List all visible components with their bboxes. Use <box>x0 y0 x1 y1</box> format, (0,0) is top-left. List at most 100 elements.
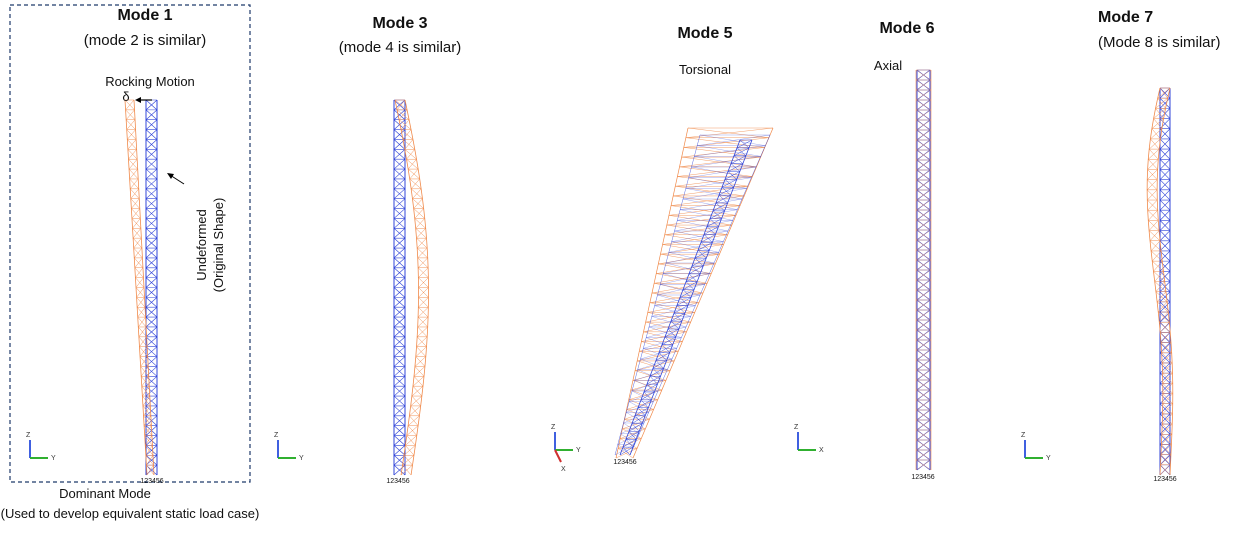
brace <box>146 238 157 248</box>
brace <box>394 258 405 268</box>
brace <box>916 390 931 400</box>
brace <box>916 320 931 330</box>
brace <box>394 199 405 209</box>
brace <box>682 147 765 157</box>
brace <box>394 248 405 258</box>
brace <box>130 189 139 199</box>
brace <box>673 186 748 196</box>
brace <box>146 278 157 288</box>
brace <box>414 209 425 219</box>
brace <box>635 370 668 381</box>
brace <box>686 178 752 189</box>
brace <box>394 169 405 179</box>
brace <box>916 450 931 460</box>
brace <box>1150 241 1161 251</box>
brace <box>916 350 931 360</box>
brace <box>146 307 157 317</box>
brace <box>394 149 405 159</box>
brace <box>418 307 428 317</box>
brace <box>394 436 405 446</box>
brace <box>146 179 157 189</box>
brace <box>1147 169 1157 179</box>
footer-title: Dominant Mode <box>59 486 151 501</box>
brace <box>1160 404 1170 414</box>
brace <box>684 138 769 148</box>
brace <box>916 150 931 160</box>
brace <box>1160 455 1170 465</box>
brace <box>1162 414 1172 424</box>
brace <box>649 316 691 327</box>
brace <box>1153 271 1164 281</box>
brace <box>135 268 144 278</box>
brace <box>1162 363 1172 373</box>
panel-title: Mode 7 <box>1098 9 1153 26</box>
brace <box>916 380 931 390</box>
brace <box>136 288 145 298</box>
brace <box>418 297 428 307</box>
brace <box>410 179 421 189</box>
brace <box>415 357 426 367</box>
node-label: 123456 <box>613 459 636 466</box>
brace <box>916 80 931 90</box>
brace <box>916 410 931 420</box>
arrow-head <box>167 173 174 179</box>
brace <box>916 210 931 220</box>
brace <box>683 282 697 290</box>
brace <box>146 258 157 268</box>
brace <box>128 159 137 169</box>
tower <box>146 100 157 475</box>
node-label: 123456 <box>1153 476 1176 483</box>
brace <box>1147 180 1157 190</box>
panel-title: Mode 5 <box>677 25 732 42</box>
brace <box>916 440 931 450</box>
brace <box>146 327 157 337</box>
brace <box>916 160 931 170</box>
brace <box>916 340 931 350</box>
undeformed-label: (Original Shape) <box>211 198 226 293</box>
brace <box>916 270 931 280</box>
brace <box>632 380 663 391</box>
brace <box>916 300 931 310</box>
brace <box>680 199 742 210</box>
brace <box>146 209 157 219</box>
panel-subtitle: (Mode 8 is similar) <box>1098 34 1221 51</box>
panel-title: Mode 3 <box>372 15 427 32</box>
brace <box>146 268 157 278</box>
brace <box>1160 373 1170 383</box>
brace <box>416 238 427 248</box>
brace <box>916 280 931 290</box>
brace <box>680 290 694 298</box>
brace <box>394 357 405 367</box>
brace <box>394 406 405 416</box>
brace <box>417 248 428 258</box>
brace <box>146 317 157 327</box>
brace <box>146 110 157 120</box>
axis-label: Z <box>551 424 556 431</box>
brace <box>916 290 931 300</box>
brace <box>916 170 931 180</box>
brace <box>146 169 157 179</box>
panel-title: Mode 1 <box>117 7 172 24</box>
brace <box>1160 210 1170 220</box>
brace <box>394 228 405 238</box>
brace <box>1160 139 1170 149</box>
axis-label: Z <box>274 432 279 439</box>
brace <box>394 396 405 406</box>
brace <box>413 376 424 386</box>
brace <box>635 361 674 371</box>
brace <box>411 396 422 406</box>
brace <box>916 250 931 260</box>
brace <box>140 357 148 367</box>
brace <box>1162 353 1173 363</box>
brace <box>1163 373 1173 383</box>
axis-x <box>555 450 561 462</box>
brace <box>138 317 146 327</box>
brace <box>656 264 715 274</box>
brace <box>1160 383 1170 393</box>
brace <box>394 130 405 140</box>
brace <box>394 209 405 219</box>
brace <box>916 430 931 440</box>
brace <box>658 284 705 295</box>
brace <box>137 307 145 317</box>
brace <box>638 400 651 408</box>
